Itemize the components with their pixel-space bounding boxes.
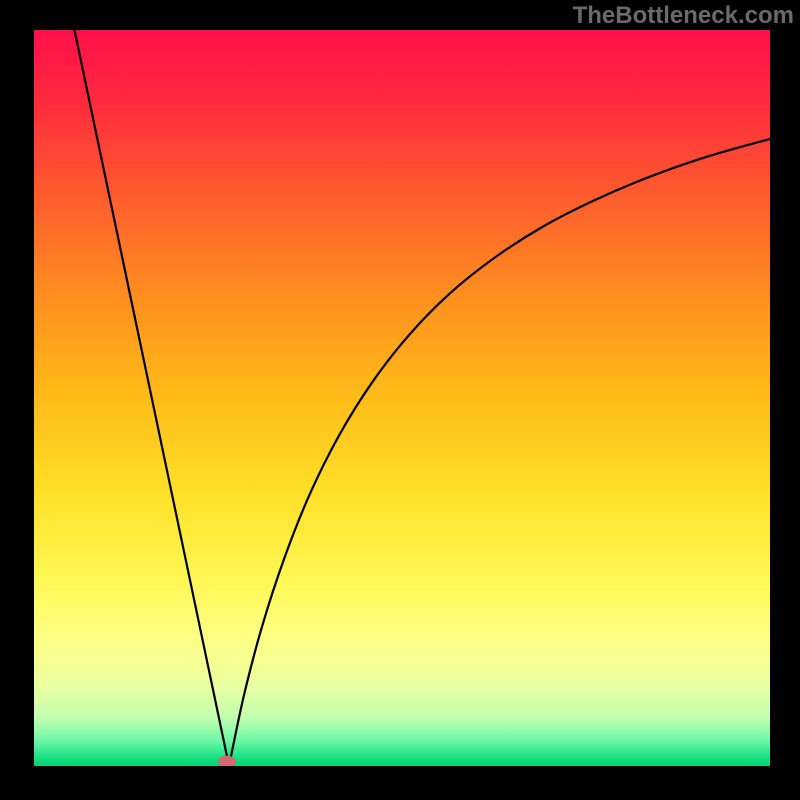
bottleneck-curve: [74, 30, 770, 766]
chart-canvas: TheBottleneck.com: [0, 0, 800, 800]
minimum-marker: [218, 756, 236, 766]
watermark-text: TheBottleneck.com: [573, 2, 794, 30]
chart-curve-layer: [34, 30, 770, 766]
plot-area: [34, 30, 770, 766]
